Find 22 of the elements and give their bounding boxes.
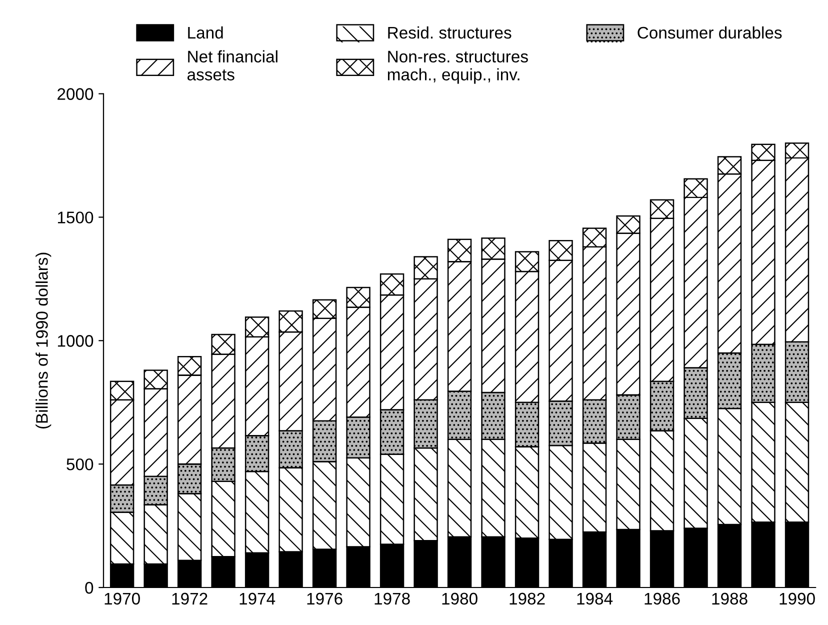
x-tick-label: 1986: [644, 592, 680, 605]
y-tick-label: 500: [66, 458, 94, 470]
x-tick-label: 1984: [577, 592, 613, 605]
legend-label: Resid. structures: [388, 26, 512, 39]
y-tick-label: 1000: [58, 335, 94, 347]
y-axis-title: (Billions of 1990 dollars): [36, 252, 52, 429]
x-tick-label: 1974: [240, 592, 276, 605]
legend-label: Consumer durables: [638, 26, 782, 39]
x-tick-label: 1982: [510, 592, 545, 605]
legend-label: Net financial assets: [187, 50, 278, 80]
x-tick-label: 1976: [307, 592, 342, 605]
legend-label: Land: [188, 26, 223, 39]
y-tick-label: 2000: [58, 88, 94, 100]
x-tick-label: 1980: [442, 592, 478, 605]
y-tick-label: 1500: [58, 212, 94, 224]
y-tick-label: 0: [85, 582, 94, 594]
x-tick-label: 1988: [712, 592, 748, 605]
x-tick-label: 1990: [780, 592, 815, 605]
x-tick-label: 1970: [104, 592, 140, 605]
x-tick-label: 1978: [374, 592, 410, 605]
x-tick-label: 1972: [172, 592, 208, 605]
legend-label: Non-res. structures mach., equip., inv.: [388, 50, 528, 84]
